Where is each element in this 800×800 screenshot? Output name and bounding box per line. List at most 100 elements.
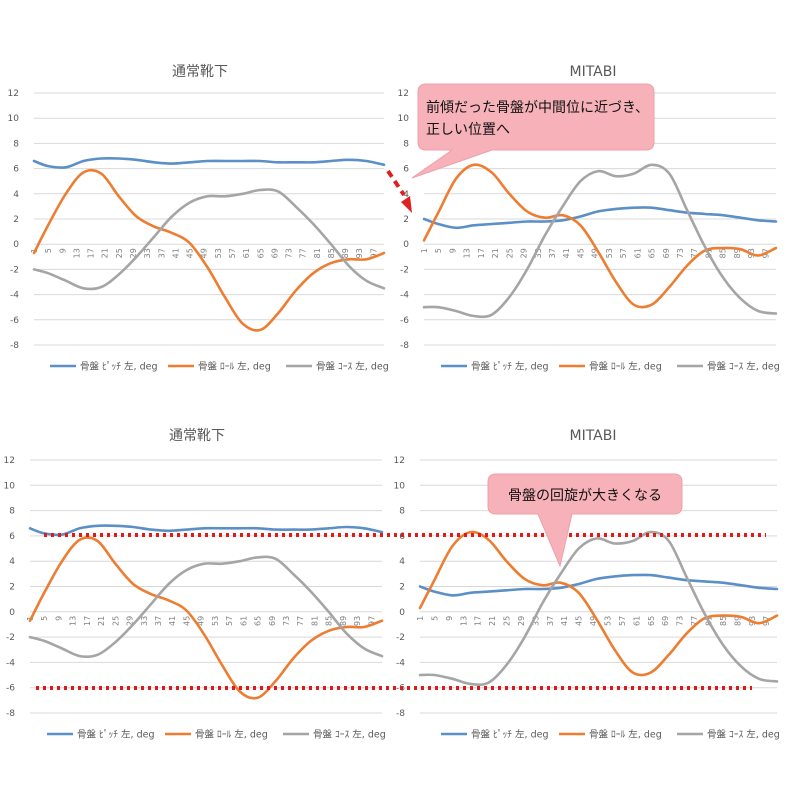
- y-tick-label: -6: [400, 316, 409, 326]
- x-tick-label: 29: [126, 616, 135, 626]
- callout-top-line-2: 正しい位置へ: [426, 122, 510, 138]
- legend-label-pitch: 骨盤 ﾋﾟｯﾁ 左, deg: [471, 361, 549, 373]
- callout-bottom: 骨盤の回旋が大きくなる: [487, 473, 683, 568]
- x-tick-label: 41: [562, 248, 571, 258]
- y-tick-label: -2: [6, 633, 15, 643]
- x-tick-label: 69: [661, 616, 670, 626]
- x-tick-label: 5: [40, 616, 49, 621]
- x-tick-label: 61: [632, 616, 641, 626]
- y-tick-label: 6: [13, 165, 19, 175]
- y-tick-label: -8: [400, 341, 409, 351]
- x-tick-label: 81: [313, 248, 322, 258]
- x-tick-label: 9: [445, 616, 454, 621]
- y-tick-label: 12: [394, 456, 405, 466]
- x-tick-label: 9: [58, 248, 67, 253]
- x-tick-label: 45: [182, 616, 191, 626]
- y-tick-label: -6: [10, 316, 19, 326]
- x-tick-label: 77: [690, 248, 699, 258]
- x-tick-label: 25: [505, 248, 514, 258]
- y-tick-label: 4: [399, 557, 405, 567]
- legend-label-roll: 骨盤 ﾛｰﾙ 左, deg: [589, 729, 662, 741]
- x-tick-label: 41: [168, 616, 177, 626]
- legend-label-pitch: 骨盤 ﾋﾟｯﾁ 左, deg: [77, 729, 155, 741]
- x-tick-label: 33: [143, 248, 152, 258]
- x-tick-label: 17: [477, 248, 486, 258]
- x-tick-label: 85: [325, 616, 334, 626]
- chart-title: 通常靴下: [172, 64, 228, 80]
- y-tick-label: -2: [400, 265, 409, 275]
- x-tick-label: 21: [97, 616, 106, 626]
- chart-title: MITABI: [570, 64, 617, 80]
- callout-top-line-1: 前傾だった骨盤が中間位に近づき、: [426, 99, 649, 116]
- y-tick-label: 10: [8, 114, 20, 124]
- x-tick-label: 53: [605, 248, 614, 258]
- y-tick-label: 8: [9, 507, 15, 517]
- y-tick-label: 8: [403, 139, 409, 149]
- x-tick-label: 29: [520, 248, 529, 258]
- x-tick-label: 29: [517, 616, 526, 626]
- series-line-pitch: [422, 206, 778, 230]
- x-tick-label: 41: [171, 248, 180, 258]
- y-tick-label: 0: [9, 608, 15, 618]
- y-tick-label: -4: [6, 658, 15, 668]
- x-tick-label: 77: [299, 248, 308, 258]
- x-tick-label: 5: [434, 248, 443, 253]
- x-tick-label: 21: [101, 248, 110, 258]
- x-tick-label: 97: [369, 248, 378, 258]
- series-line-roll: [418, 530, 779, 677]
- red-arrow-annotation: [386, 169, 412, 213]
- series-line-roll: [32, 168, 386, 332]
- x-tick-label: 73: [676, 248, 685, 258]
- x-tick-label: 57: [228, 248, 237, 258]
- x-tick-label: 17: [474, 616, 483, 626]
- y-tick-label: -4: [10, 291, 19, 301]
- legend-label-yaw: 骨盤 ｺｰｽ 左, deg: [313, 729, 386, 741]
- x-tick-label: 25: [503, 616, 512, 626]
- y-tick-label: 10: [398, 114, 410, 124]
- red-arrow-head: [401, 196, 412, 213]
- callout-top: 前傾だった骨盤が中間位に近づき、 正しい位置へ: [411, 83, 655, 179]
- x-tick-label: 61: [242, 248, 251, 258]
- x-tick-label: 93: [353, 616, 362, 626]
- x-tick-label: 13: [459, 616, 468, 626]
- legend-label-pitch: 骨盤 ﾋﾟｯﾁ 左, deg: [80, 361, 158, 373]
- callout-top-bubble: [411, 83, 655, 179]
- x-tick-label: 1: [420, 248, 429, 253]
- x-tick-label: 9: [54, 616, 63, 621]
- x-tick-label: 25: [115, 248, 124, 258]
- x-tick-label: 89: [339, 616, 348, 626]
- x-tick-label: 53: [604, 616, 613, 626]
- chart-bottom-right: MITABI121086420-2-4-6-815913172125293337…: [394, 428, 780, 741]
- x-tick-label: 29: [129, 248, 138, 258]
- legend-label-roll: 骨盤 ﾛｰﾙ 左, deg: [589, 361, 662, 373]
- y-tick-label: -4: [400, 291, 409, 301]
- x-tick-label: 61: [633, 248, 642, 258]
- x-tick-label: 13: [72, 248, 81, 258]
- y-tick-label: 0: [13, 240, 19, 250]
- callout-bottom-bubble: [487, 473, 683, 568]
- x-tick-label: 21: [491, 248, 500, 258]
- x-tick-label: 97: [367, 616, 376, 626]
- y-tick-label: 12: [4, 456, 15, 466]
- red-arrow-shaft: [386, 169, 406, 197]
- x-tick-label: 73: [285, 248, 294, 258]
- y-tick-label: 6: [9, 532, 15, 542]
- legend-label-roll: 骨盤 ﾛｰﾙ 左, deg: [195, 729, 268, 741]
- y-tick-label: 10: [4, 481, 16, 491]
- x-tick-label: 85: [719, 248, 728, 258]
- series-line-roll: [28, 536, 384, 700]
- x-tick-label: 37: [548, 248, 557, 258]
- x-tick-label: 81: [310, 616, 319, 626]
- series-line-pitch: [32, 156, 386, 169]
- y-tick-label: 2: [13, 215, 19, 225]
- x-tick-label: 17: [83, 616, 92, 626]
- x-tick-label: 93: [355, 248, 364, 258]
- y-tick-label: 8: [13, 139, 19, 149]
- x-tick-label: 37: [546, 616, 555, 626]
- x-tick-label: 13: [69, 616, 78, 626]
- x-tick-label: 73: [676, 616, 685, 626]
- x-tick-label: 37: [154, 616, 163, 626]
- x-tick-label: 49: [591, 248, 600, 258]
